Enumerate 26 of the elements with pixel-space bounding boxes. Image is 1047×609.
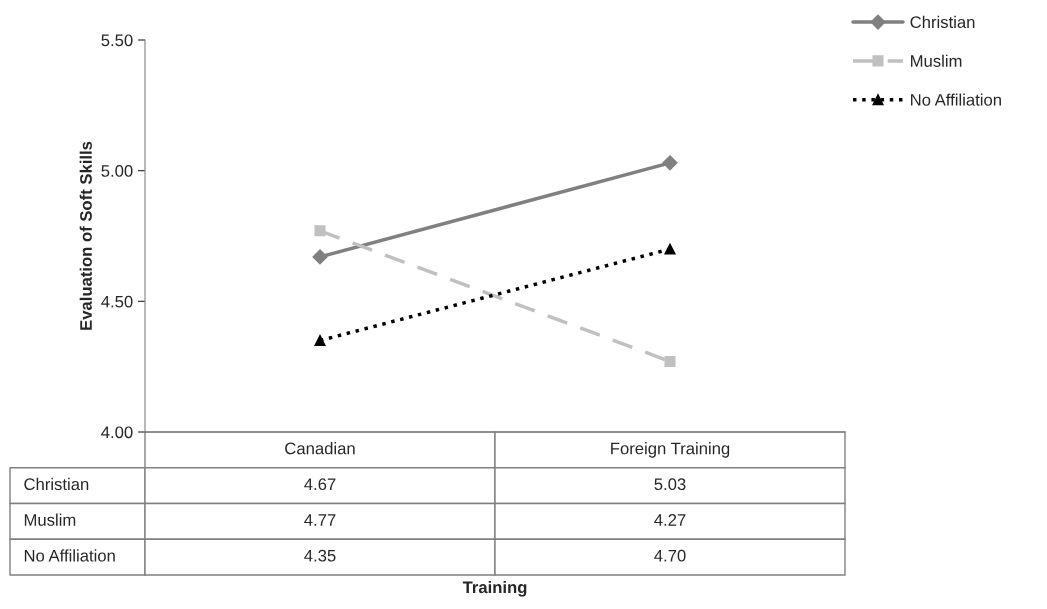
- point: [312, 249, 328, 265]
- text: Training: [462, 581, 527, 597]
- x-tick-label: Foreign Training: [611, 442, 730, 458]
- data-label: 4.70: [654, 549, 686, 562]
- point: [314, 334, 326, 347]
- data-label: 4.27: [654, 514, 686, 526]
- x-tick-label: Canadian: [285, 442, 355, 455]
- legend-label: Muslim: [911, 54, 962, 67]
- y-tick-label: 5.00: [101, 165, 133, 177]
- point: [664, 243, 676, 255]
- data-label: 4.35: [304, 549, 336, 562]
- y-tick-label: 4.50: [101, 295, 133, 308]
- data-label: 5.03: [654, 478, 686, 491]
- y-axis-title: Evaluation of Soft Skills: [79, 141, 92, 330]
- text: Muslim: [24, 513, 76, 526]
- y-tick-label: 4.00: [101, 426, 133, 439]
- legend-label: No Affiliation: [911, 93, 1001, 106]
- text: Christian: [24, 477, 89, 491]
- data-label: 4.77: [304, 514, 336, 526]
- point: [662, 155, 678, 171]
- data-label: 4.67: [304, 478, 336, 491]
- point: [314, 225, 326, 237]
- point: [664, 355, 676, 367]
- legend-label: Christian: [910, 15, 975, 29]
- text: No Affiliation: [24, 549, 115, 562]
- y-tick-label: 5.50: [101, 34, 133, 47]
